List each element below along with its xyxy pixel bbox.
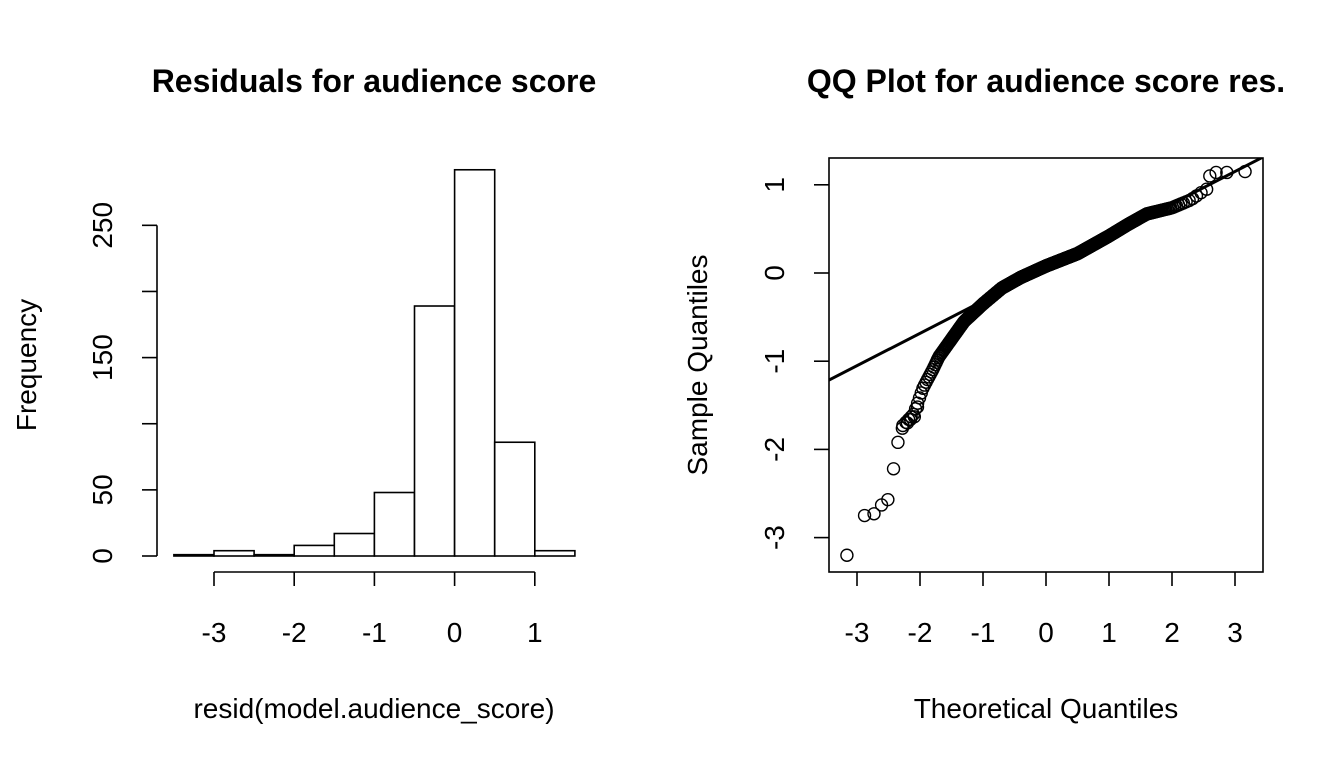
qq-x-tick-label: -1: [971, 617, 996, 648]
qq-y-axis: -3 -2 -1 0 1: [759, 177, 829, 550]
qq-title: QQ Plot for audience score res.: [807, 63, 1285, 99]
qq-x-axis: -3 -2 -1 0 1 2 3: [845, 572, 1243, 648]
histogram-panel: Residuals for audience score -3 -2 -1 0 1 0 5…: [11, 63, 596, 724]
histogram-y-tick-label: 250: [87, 202, 118, 249]
qq-point: [891, 435, 905, 450]
histogram-title: Residuals for audience score: [152, 63, 597, 99]
histogram-x-axis-label: resid(model.audience_score): [193, 693, 554, 724]
qq-point: [881, 492, 895, 507]
histogram-y-axis-label: Frequency: [11, 299, 42, 431]
qq-x-tick-label: 3: [1227, 617, 1243, 648]
qq-point: [840, 548, 854, 562]
histogram-bar-5: [373, 491, 416, 557]
qq-point: [857, 508, 872, 523]
qq-point: [907, 410, 922, 424]
qq-point: [886, 462, 901, 476]
qq-point: [1209, 165, 1223, 180]
histogram-x-tick-label: -3: [202, 617, 227, 648]
qq-panel: QQ Plot for audience score res. -3 -2 -1 0 1…: [682, 63, 1285, 724]
histogram-bar-0: [173, 553, 215, 557]
qq-point: [1199, 182, 1214, 196]
histogram-x-tick-label: -1: [362, 617, 387, 648]
qq-y-tick-label: -2: [759, 437, 790, 462]
qq-x-tick-label: -3: [845, 617, 870, 648]
histogram-y-tick-label: 50: [87, 474, 118, 505]
qq-points: [840, 164, 1252, 562]
histogram-x-tick-label: 1: [527, 617, 543, 648]
histogram-bar-9: [533, 549, 576, 557]
histogram-y-axis: 0 50 150 250: [87, 202, 158, 564]
qq-y-tick-label: 1: [759, 177, 790, 193]
histogram-x-axis: -3 -2 -1 0 1: [202, 571, 543, 648]
qq-point: [1238, 164, 1252, 179]
qq-y-tick-label: -3: [759, 525, 790, 550]
histogram-bar-6: [413, 305, 456, 557]
qq-point: [867, 507, 881, 521]
qq-y-axis-label: Sample Quantiles: [682, 254, 713, 475]
histogram-x-tick-label: 0: [447, 617, 463, 648]
qq-point: [910, 400, 925, 414]
qq-x-tick-label: -2: [908, 617, 933, 648]
histogram-bars: [173, 168, 576, 557]
histogram-bar-2: [253, 553, 296, 557]
qq-y-tick-label: 0: [759, 265, 790, 281]
qq-x-tick-label: 1: [1101, 617, 1117, 648]
histogram-bar-1: [213, 549, 255, 557]
histogram-bar-8: [493, 441, 536, 557]
qq-point: [1220, 165, 1234, 180]
qq-x-axis-label: Theoretical Quantiles: [914, 693, 1179, 724]
qq-plot-box: [828, 157, 1264, 573]
histogram-bar-3: [293, 544, 336, 557]
histogram-y-tick-label: 150: [87, 334, 118, 381]
qq-point: [1203, 169, 1217, 183]
histogram-bar-7: [453, 168, 496, 557]
histogram-x-tick-label: -2: [282, 617, 307, 648]
histogram-bar-4: [333, 532, 376, 557]
qq-y-tick-label: -1: [759, 349, 790, 374]
histogram-y-tick-label: 0: [87, 548, 118, 564]
qq-x-tick-label: 0: [1038, 617, 1054, 648]
qq-point: [903, 412, 918, 427]
qq-x-tick-label: 2: [1164, 617, 1180, 648]
